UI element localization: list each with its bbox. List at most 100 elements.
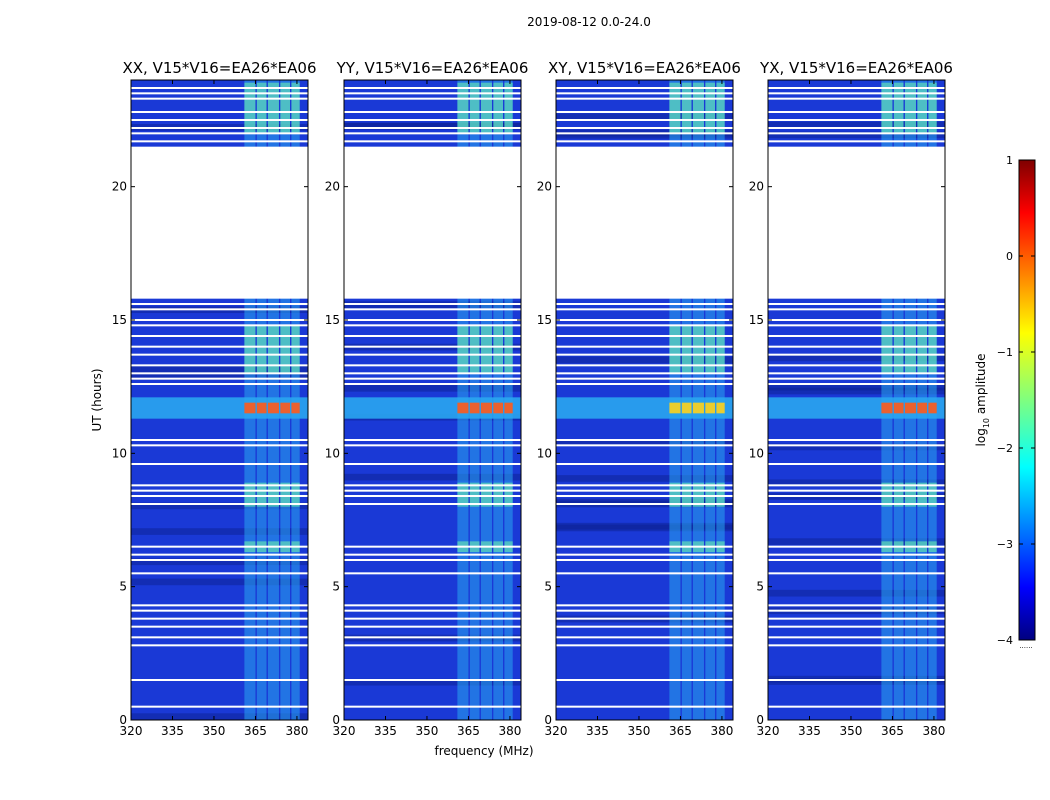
flagged-row bbox=[131, 444, 308, 447]
flagged-row bbox=[131, 617, 308, 620]
flagged-row bbox=[344, 495, 521, 497]
flagged-row bbox=[768, 324, 945, 327]
colorbar-label: log10 amplitude bbox=[974, 354, 991, 447]
hot-band-segment bbox=[469, 402, 480, 414]
x-axis-label: frequency (MHz) bbox=[434, 744, 533, 758]
flagged-row bbox=[344, 140, 521, 143]
dark-stratum bbox=[131, 372, 308, 380]
flagged-row bbox=[131, 127, 308, 129]
flagged-row bbox=[768, 636, 945, 639]
flagged-row bbox=[131, 609, 308, 612]
rfi-burst bbox=[716, 482, 725, 507]
flagged-row bbox=[556, 132, 733, 135]
flagged-row bbox=[131, 308, 308, 311]
flagged-row bbox=[768, 572, 945, 575]
x-tick-label: 320 bbox=[757, 724, 780, 738]
flagged-row bbox=[768, 503, 945, 505]
y-tick-label: 0 bbox=[332, 713, 340, 727]
flagged-row bbox=[131, 644, 308, 647]
panel-frame bbox=[555, 79, 734, 721]
flagged-row bbox=[768, 377, 945, 380]
hot-band-segment bbox=[881, 402, 893, 414]
dark-stratum bbox=[344, 678, 521, 686]
dark-stratum bbox=[131, 528, 308, 535]
flagged-row bbox=[344, 625, 521, 628]
y-tick-label: 20 bbox=[749, 180, 764, 194]
flagged-row bbox=[344, 439, 521, 441]
flagged-row bbox=[556, 489, 733, 492]
dark-stratum bbox=[344, 122, 521, 130]
y-tick-label: 20 bbox=[537, 180, 552, 194]
hot-band-segment bbox=[280, 402, 291, 414]
colorbar-gradient bbox=[1018, 159, 1036, 641]
flagged-row bbox=[131, 119, 308, 121]
flagged-row bbox=[768, 489, 945, 492]
rfi-burst bbox=[881, 82, 893, 134]
flagged-row bbox=[131, 572, 308, 575]
flagged-row bbox=[344, 572, 521, 575]
y-tick-label: 15 bbox=[325, 313, 340, 327]
flagged-row bbox=[344, 87, 521, 89]
y-axis-label: UT (hours) bbox=[90, 368, 104, 431]
flagged-row bbox=[344, 303, 521, 305]
rfi-burst bbox=[291, 325, 300, 374]
flagged-row bbox=[556, 572, 733, 575]
hot-band-segment bbox=[457, 402, 469, 414]
dark-stratum bbox=[131, 578, 308, 586]
flagged-row bbox=[344, 319, 521, 321]
flagged-row bbox=[556, 111, 733, 113]
rfi-burst bbox=[669, 325, 681, 374]
rfi-burst bbox=[928, 82, 937, 134]
flagged-row bbox=[768, 604, 945, 607]
data-gap bbox=[556, 146, 733, 299]
rfi-burst bbox=[280, 482, 291, 507]
flagged-row bbox=[131, 559, 308, 561]
rfi-burst bbox=[267, 482, 279, 507]
flagged-row bbox=[344, 119, 521, 121]
x-tick-label: 335 bbox=[798, 724, 821, 738]
rfi-burst bbox=[256, 482, 267, 507]
flagged-row bbox=[768, 119, 945, 121]
dark-stratum bbox=[344, 473, 521, 481]
flagged-row bbox=[768, 495, 945, 497]
flagged-row bbox=[556, 679, 733, 681]
flagged-row bbox=[768, 87, 945, 89]
rfi-burst bbox=[469, 325, 480, 374]
x-tick-label: 350 bbox=[840, 724, 863, 738]
flagged-row bbox=[556, 553, 733, 556]
panel-frame bbox=[767, 79, 946, 721]
flagged-row bbox=[344, 127, 521, 129]
flagged-row bbox=[556, 484, 733, 487]
flagged-row bbox=[556, 495, 733, 497]
flagged-row bbox=[344, 377, 521, 380]
rfi-burst bbox=[692, 325, 704, 374]
hot-band-segment bbox=[244, 402, 256, 414]
flagged-row bbox=[556, 87, 733, 89]
rfi-burst bbox=[256, 325, 267, 374]
flagged-row bbox=[131, 484, 308, 487]
rfi-burst bbox=[469, 82, 480, 134]
rfi-burst bbox=[904, 482, 916, 507]
rfi-burst bbox=[267, 325, 279, 374]
dark-stratum bbox=[768, 443, 945, 451]
rfi-burst bbox=[705, 325, 716, 374]
panel-3: XY, V15*V16=EA26*EA06 320 335 350 365 380 0 5 10… bbox=[537, 59, 741, 738]
rfi-burst bbox=[457, 82, 469, 134]
flagged-row bbox=[344, 503, 521, 505]
flagged-row bbox=[131, 132, 308, 135]
flagged-row bbox=[131, 97, 308, 100]
flagged-row bbox=[556, 636, 733, 639]
colorbar-tick-label: −2 bbox=[997, 442, 1013, 455]
rfi-burst bbox=[893, 325, 904, 374]
dark-stratum bbox=[768, 383, 945, 391]
rfi-burst bbox=[705, 482, 716, 507]
rfi-burst bbox=[493, 82, 504, 134]
rfi-burst bbox=[256, 82, 267, 134]
dark-stratum bbox=[768, 479, 945, 487]
flagged-row bbox=[556, 444, 733, 447]
rfi-burst bbox=[669, 482, 681, 507]
flagged-row bbox=[131, 705, 308, 708]
flagged-row bbox=[556, 119, 733, 121]
x-tick-label: 380 bbox=[922, 724, 945, 738]
flagged-row bbox=[556, 335, 733, 337]
